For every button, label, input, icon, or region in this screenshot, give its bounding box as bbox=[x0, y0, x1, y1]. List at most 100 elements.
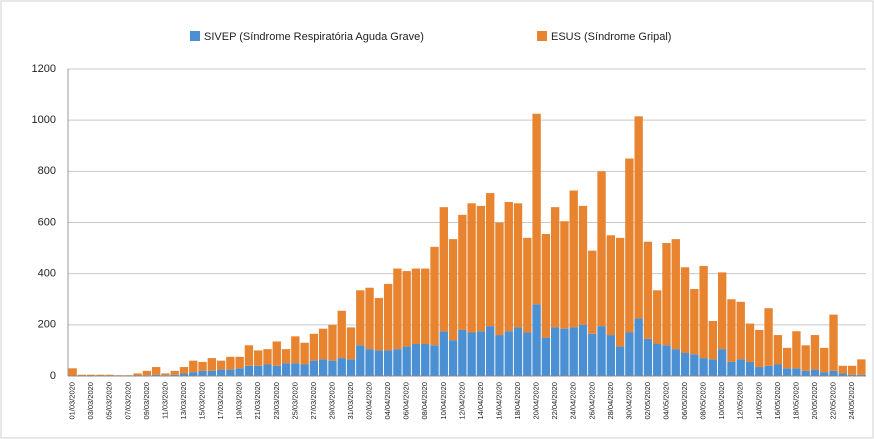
bar-segment bbox=[300, 364, 309, 376]
bar-segment bbox=[486, 193, 495, 327]
bar-segment bbox=[216, 369, 226, 376]
bar-segment bbox=[328, 324, 337, 361]
bar-segment bbox=[254, 365, 263, 376]
bar-segment bbox=[448, 340, 458, 376]
bar-segment bbox=[328, 360, 337, 376]
bar-segment bbox=[77, 374, 87, 376]
bar-segment bbox=[244, 365, 254, 376]
bar-segment bbox=[393, 349, 402, 376]
bar-segment bbox=[523, 332, 532, 376]
bar-segment bbox=[263, 364, 272, 376]
bar-segment bbox=[207, 370, 217, 376]
bar-segment bbox=[643, 241, 653, 339]
bar-segment bbox=[662, 345, 671, 376]
bar-segment bbox=[170, 374, 179, 376]
bar-segment bbox=[179, 373, 189, 376]
bar-segment bbox=[226, 356, 235, 370]
bar-segment bbox=[643, 338, 653, 376]
x-tick-label: 22/05/2020 bbox=[829, 382, 838, 420]
y-tick-label: 0 bbox=[50, 370, 56, 382]
x-tick-label: 01/03/2020 bbox=[68, 382, 77, 420]
bar-segment bbox=[680, 267, 690, 353]
bar-segment bbox=[216, 360, 226, 370]
bar-segment bbox=[569, 190, 578, 328]
bar-segment bbox=[727, 299, 736, 362]
bar-segment bbox=[374, 350, 384, 376]
bar-segment bbox=[727, 361, 736, 376]
x-tick-label: 18/05/2020 bbox=[791, 382, 800, 420]
x-tick-label: 20/05/2020 bbox=[810, 382, 819, 420]
x-tick-label: 14/04/2020 bbox=[476, 382, 485, 420]
bar-segment bbox=[383, 350, 393, 376]
bar-segment bbox=[198, 361, 207, 371]
bar-segment bbox=[690, 289, 699, 355]
bar-segment bbox=[374, 297, 384, 351]
bar-segment bbox=[439, 331, 448, 376]
bar-segment bbox=[235, 356, 244, 369]
bar-segment bbox=[541, 234, 551, 338]
bar-segment bbox=[625, 158, 634, 333]
bar-segment bbox=[281, 363, 291, 376]
bar-segment bbox=[458, 329, 467, 376]
bar-segment bbox=[402, 271, 411, 347]
legend-swatch bbox=[190, 31, 200, 41]
bar-segment bbox=[356, 345, 365, 376]
bar-segment bbox=[755, 329, 764, 368]
bar-segment bbox=[597, 171, 606, 327]
bar-segment bbox=[365, 287, 374, 350]
bar-segment bbox=[550, 327, 560, 376]
bar-segment bbox=[365, 349, 374, 376]
bar-segment bbox=[430, 345, 439, 376]
bar-segment bbox=[578, 324, 588, 376]
bar-segment bbox=[458, 214, 467, 330]
bar-segment bbox=[625, 332, 634, 376]
bar-segment bbox=[634, 116, 643, 319]
bar-segment bbox=[272, 365, 281, 376]
bar-segment bbox=[207, 358, 217, 371]
bar-segment bbox=[653, 344, 662, 376]
x-tick-label: 27/03/2020 bbox=[309, 382, 318, 420]
x-tick-label: 07/03/2020 bbox=[123, 382, 132, 420]
x-tick-label: 10/04/2020 bbox=[439, 382, 448, 420]
x-tick-label: 04/04/2020 bbox=[383, 382, 392, 420]
bar-segment bbox=[773, 364, 783, 376]
x-tick-label: 19/03/2020 bbox=[235, 382, 244, 420]
x-tick-label: 14/05/2020 bbox=[754, 382, 763, 420]
bar-segment bbox=[523, 237, 532, 333]
bar-segment bbox=[161, 373, 170, 376]
x-tick-label: 24/04/2020 bbox=[569, 382, 578, 420]
bar-segment bbox=[198, 370, 207, 376]
bar-segment bbox=[254, 350, 263, 366]
bar-segment bbox=[745, 361, 755, 376]
bar-segment bbox=[513, 203, 523, 328]
bar-segment bbox=[847, 374, 857, 376]
bar-segment bbox=[717, 272, 727, 350]
bar-segment bbox=[792, 331, 801, 369]
bar-segment bbox=[569, 327, 578, 376]
x-tick-label: 16/05/2020 bbox=[773, 382, 782, 420]
bar-segment bbox=[309, 333, 319, 361]
bar-segment bbox=[383, 283, 393, 351]
x-tick-label: 03/03/2020 bbox=[86, 382, 95, 420]
bar-segment bbox=[755, 367, 764, 376]
bar-segment bbox=[105, 374, 114, 376]
bar-segment bbox=[782, 347, 792, 369]
legend-swatch bbox=[537, 31, 547, 41]
bar-segment bbox=[430, 246, 439, 346]
bar-segment bbox=[448, 239, 458, 341]
bar-segment bbox=[597, 326, 606, 376]
bar-segment bbox=[838, 373, 847, 376]
y-tick-label: 800 bbox=[38, 165, 56, 177]
bar-segment bbox=[402, 346, 411, 376]
bar-segment bbox=[606, 235, 616, 336]
bar-segment bbox=[87, 374, 96, 376]
x-tick-label: 20/04/2020 bbox=[532, 382, 541, 420]
bar-segment bbox=[541, 337, 551, 376]
bar-segment bbox=[142, 370, 152, 376]
bar-segment bbox=[170, 370, 179, 375]
x-tick-label: 08/05/2020 bbox=[699, 382, 708, 420]
bar-segment bbox=[792, 368, 801, 376]
bar-segment bbox=[504, 331, 513, 376]
x-tick-label: 17/03/2020 bbox=[216, 382, 225, 420]
